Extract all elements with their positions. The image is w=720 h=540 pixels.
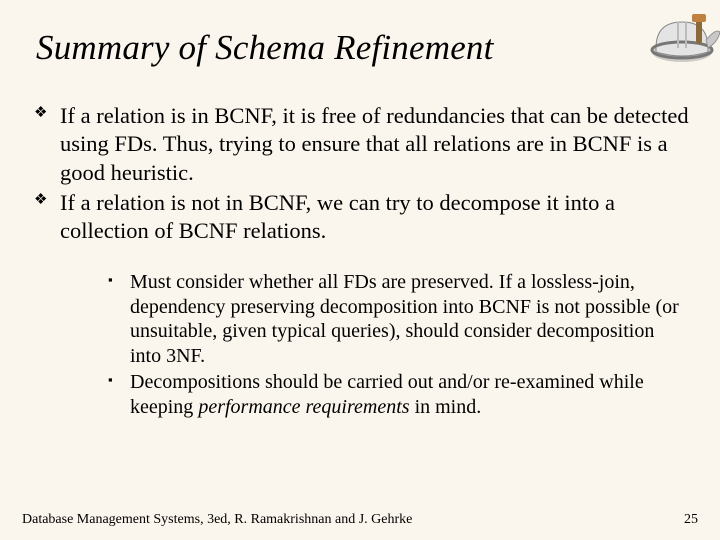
bullet-text-pre: Must consider whether all FDs are preser…: [130, 271, 679, 367]
list-item: If a relation is in BCNF, it is free of …: [34, 102, 690, 187]
bullets-level-2: Must consider whether all FDs are preser…: [30, 270, 690, 420]
slide-title: Summary of Schema Refinement: [36, 28, 690, 68]
page-number: 25: [684, 512, 698, 528]
slide-footer: Database Management Systems, 3ed, R. Ram…: [22, 512, 698, 528]
slide-root: Summary of Schema Refinement If a relati…: [0, 0, 720, 540]
list-item: If a relation is not in BCNF, we can try…: [34, 189, 690, 246]
hardhat-icon: [642, 8, 720, 72]
bullet-text-em: performance requirements: [198, 396, 409, 418]
bullet-text: If a relation is in BCNF, it is free of …: [60, 103, 689, 185]
list-item: Decompositions should be carried out and…: [108, 370, 690, 420]
bullet-text-post: in mind.: [410, 396, 482, 418]
bullet-text: If a relation is not in BCNF, we can try…: [60, 190, 615, 243]
bullets-level-1: If a relation is in BCNF, it is free of …: [30, 102, 690, 246]
footer-left: Database Management Systems, 3ed, R. Ram…: [22, 512, 412, 528]
list-item: Must consider whether all FDs are preser…: [108, 270, 690, 369]
